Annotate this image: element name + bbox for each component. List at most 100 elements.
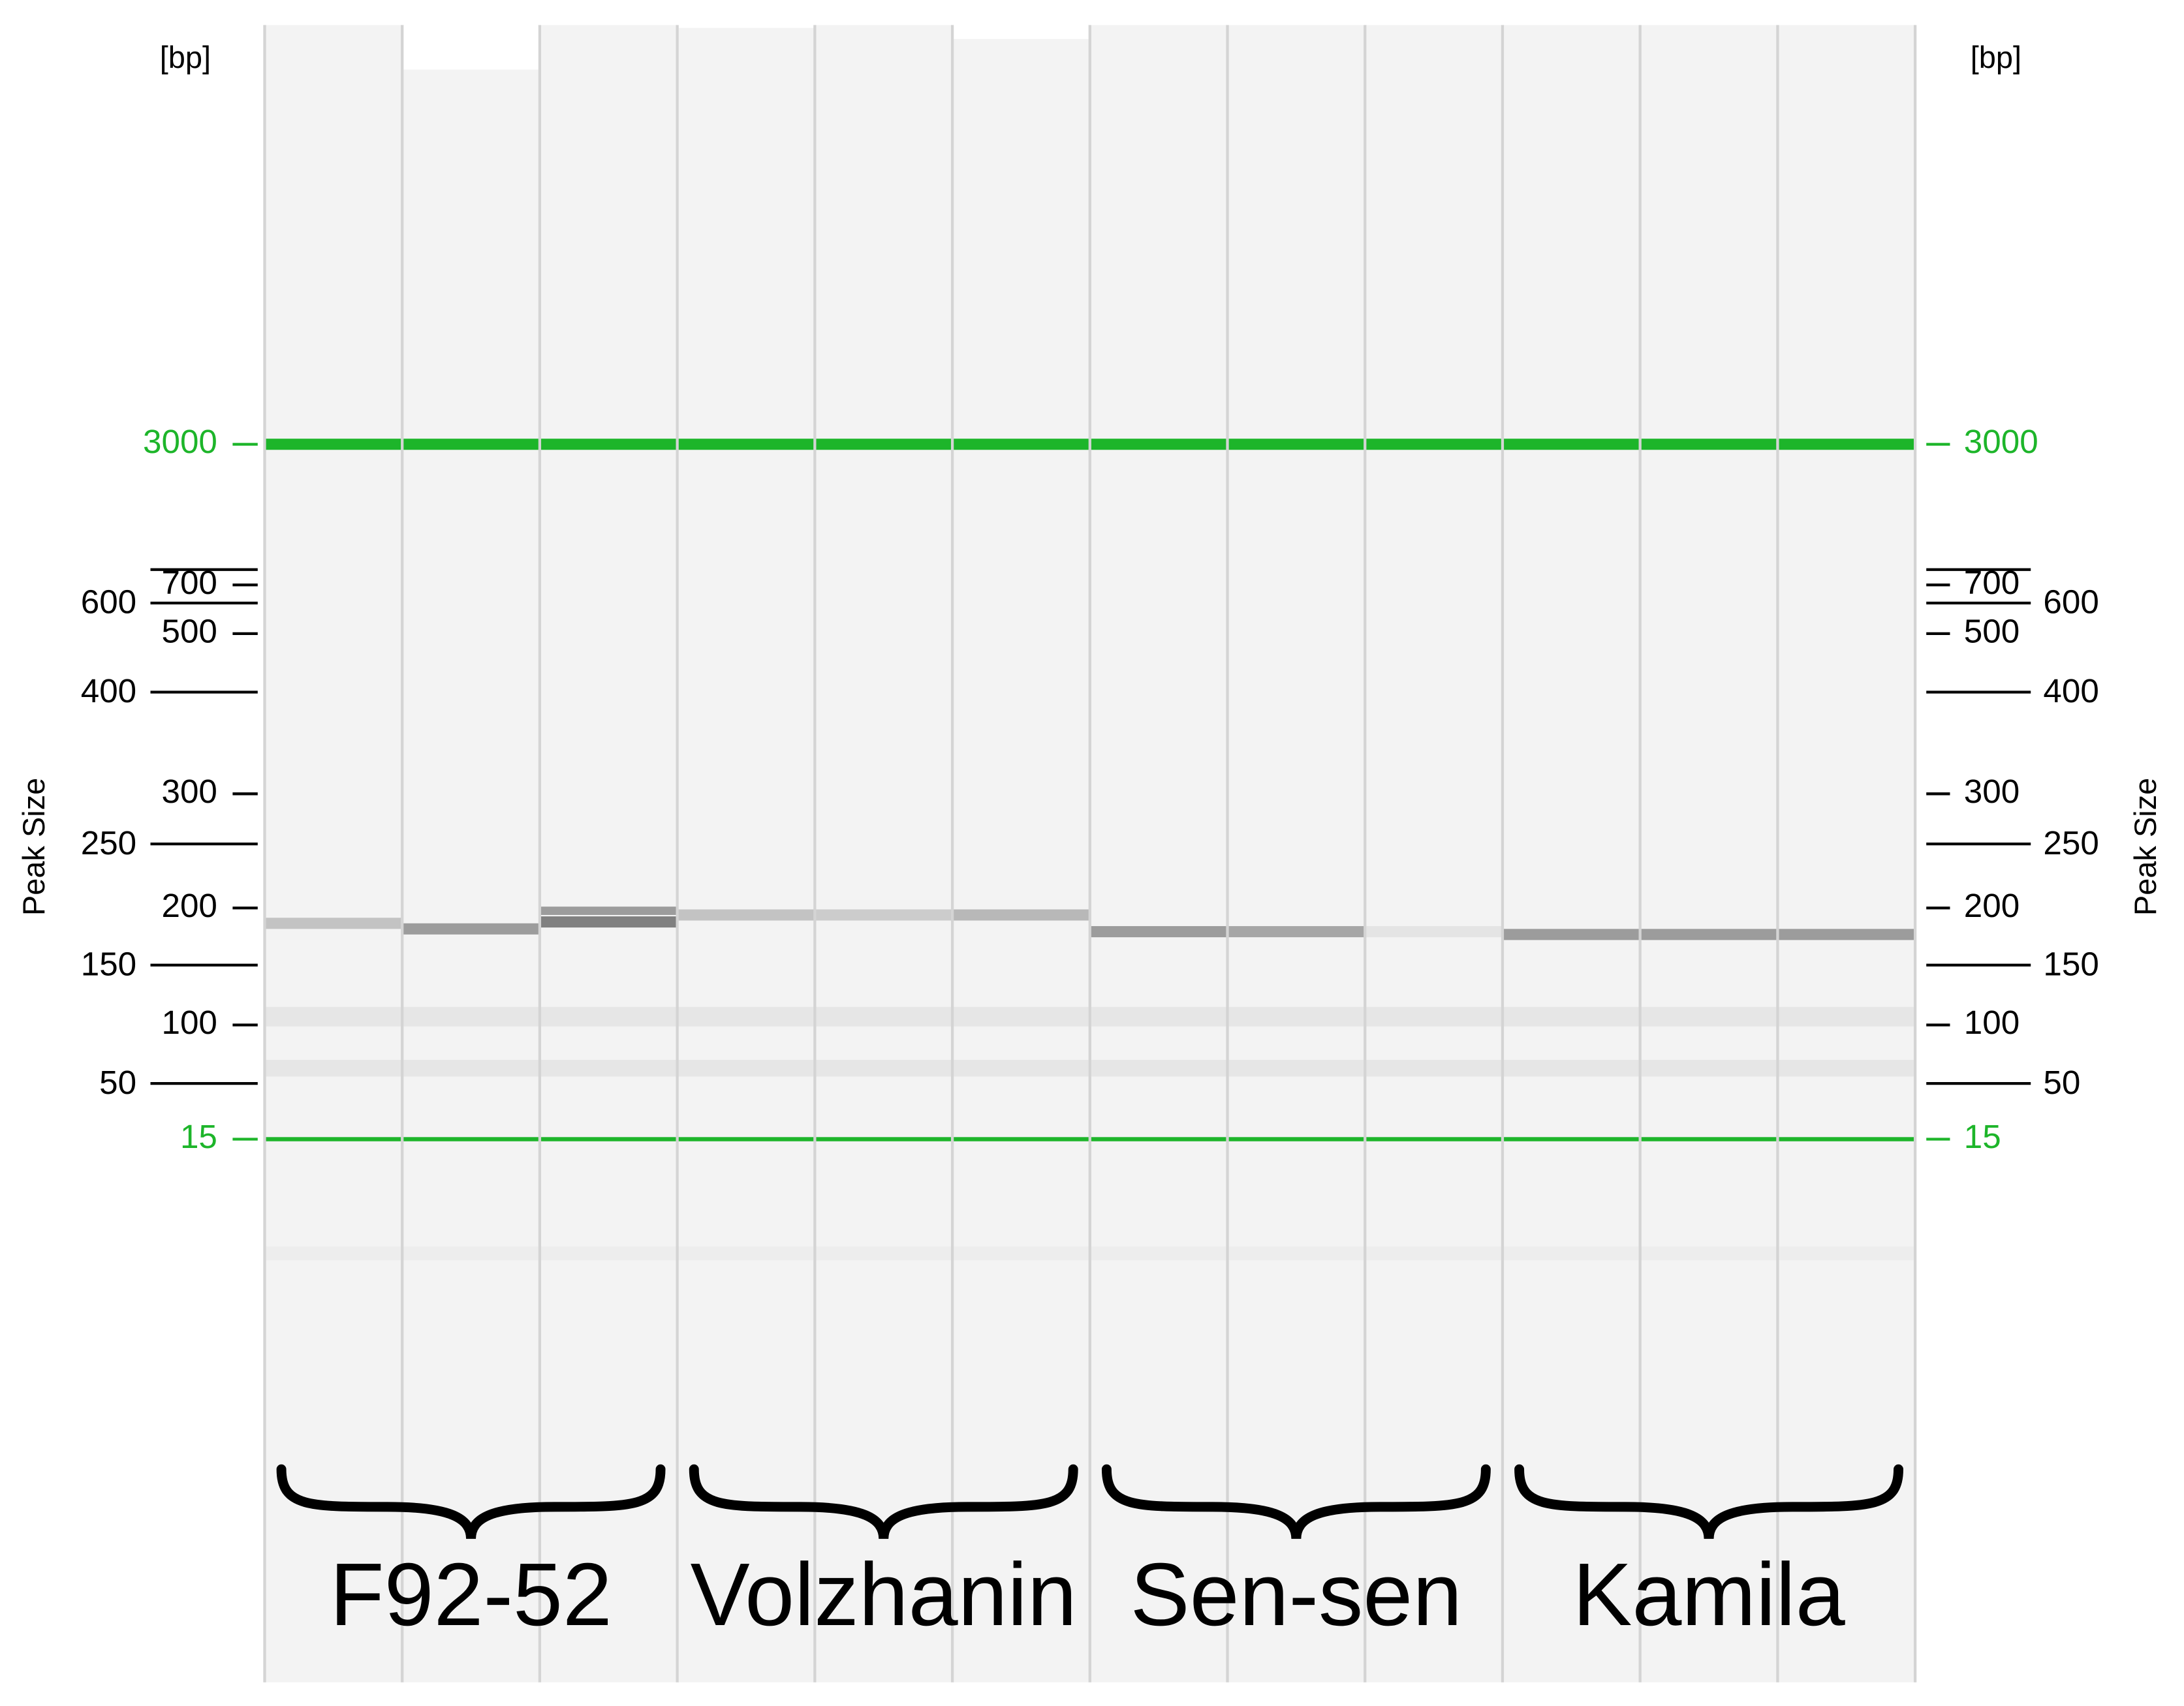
lane xyxy=(539,25,678,1683)
ladder-label-right: 300 xyxy=(1964,773,2020,810)
smear xyxy=(1228,1247,1365,1260)
ladder-label-right: 3000 xyxy=(1964,423,2038,460)
group-brace xyxy=(689,1464,1078,1540)
group-brace xyxy=(1514,1464,1903,1540)
lower-marker-band xyxy=(264,1137,403,1141)
upper-marker-band xyxy=(539,439,678,450)
smear xyxy=(815,1059,953,1077)
smear xyxy=(539,1059,678,1077)
ladder-label-right: 200 xyxy=(1964,887,2020,924)
smear xyxy=(1640,1059,1778,1077)
smear xyxy=(1777,1059,1916,1077)
smear xyxy=(1777,1006,1916,1027)
smear xyxy=(1089,1006,1228,1027)
group-label: F92-52 xyxy=(330,1544,612,1644)
lane xyxy=(815,25,953,1683)
group-label: Sen-sen xyxy=(1131,1544,1463,1644)
band xyxy=(952,909,1090,921)
lane xyxy=(264,25,403,1683)
smear xyxy=(1502,1059,1640,1077)
smear xyxy=(952,1247,1090,1260)
smear xyxy=(815,1006,953,1027)
smear xyxy=(1640,1006,1778,1027)
lane xyxy=(952,39,1090,1683)
lane xyxy=(1640,25,1778,1683)
band xyxy=(1640,929,1778,940)
smear xyxy=(539,1006,678,1027)
smear xyxy=(540,1247,678,1260)
ladder-label-left: 15 xyxy=(180,1118,217,1155)
axis-title-right: Peak Size xyxy=(2129,778,2162,916)
lane xyxy=(677,27,815,1683)
group-brace xyxy=(276,1464,666,1540)
group-brace xyxy=(1101,1464,1491,1540)
ladder-label-left: 150 xyxy=(81,945,136,982)
smear xyxy=(678,1247,815,1260)
band xyxy=(539,907,678,915)
ladder-label-right: 600 xyxy=(2043,583,2098,621)
ladder-label-right: 250 xyxy=(2043,824,2098,861)
band xyxy=(402,923,540,935)
smear xyxy=(1365,1059,1503,1077)
upper-marker-band xyxy=(677,439,815,450)
ladder-label-left: 600 xyxy=(81,583,136,621)
band xyxy=(1089,926,1228,938)
band xyxy=(1227,926,1365,938)
ladder-label-left: 400 xyxy=(81,672,136,709)
upper-marker-band xyxy=(1227,439,1365,450)
unit-label-left: [bp] xyxy=(160,40,211,74)
band xyxy=(815,909,953,921)
band xyxy=(1777,929,1916,940)
ladder-label-right: 100 xyxy=(1964,1004,2020,1041)
ladder-label-left: 250 xyxy=(81,824,136,861)
lane xyxy=(1227,25,1365,1683)
lane xyxy=(1777,25,1916,1683)
smear xyxy=(264,1247,402,1260)
smear xyxy=(1227,1059,1365,1077)
band xyxy=(539,916,678,928)
ladder-label-right: 150 xyxy=(2043,945,2098,982)
ladder-label-right: 700 xyxy=(1964,564,2020,601)
lower-marker-band xyxy=(677,1137,815,1141)
group-label: Volzhanin xyxy=(691,1544,1077,1644)
lower-marker-band xyxy=(539,1137,678,1141)
lane xyxy=(1089,25,1228,1683)
smear xyxy=(1227,1006,1365,1027)
upper-marker-band xyxy=(1777,439,1916,450)
smear xyxy=(952,1059,1090,1077)
smear xyxy=(402,1006,540,1027)
group-label: Kamila xyxy=(1572,1544,1845,1644)
smear xyxy=(1090,1247,1228,1260)
ladder-label-right: 500 xyxy=(1964,612,2020,649)
lower-marker-band xyxy=(952,1137,1090,1141)
smear xyxy=(264,1059,403,1077)
smear xyxy=(1777,1247,1915,1260)
band xyxy=(1365,926,1503,938)
lower-marker-band xyxy=(1089,1137,1228,1141)
lower-marker-band xyxy=(1365,1137,1503,1141)
smear xyxy=(952,1006,1090,1027)
lower-marker-band xyxy=(402,1137,540,1141)
ladder-label-right: 50 xyxy=(2043,1064,2080,1101)
smear xyxy=(1365,1006,1503,1027)
ladder-label-right: 400 xyxy=(2043,672,2098,709)
lower-marker-band xyxy=(1502,1137,1640,1141)
lane xyxy=(1502,25,1640,1683)
upper-marker-band xyxy=(402,439,540,450)
smear xyxy=(1365,1247,1503,1260)
smear xyxy=(402,1247,540,1260)
ladder-label-left: 100 xyxy=(161,1004,217,1041)
ladder-label-left: 50 xyxy=(99,1064,136,1101)
ladder-label-left: 200 xyxy=(161,887,217,924)
lane xyxy=(402,69,540,1683)
lower-marker-band xyxy=(815,1137,953,1141)
upper-marker-band xyxy=(1365,439,1503,450)
lower-marker-band xyxy=(1777,1137,1916,1141)
upper-marker-band xyxy=(1089,439,1228,450)
smear xyxy=(264,1006,403,1027)
ladder-label-left: 700 xyxy=(161,564,217,601)
smear xyxy=(677,1006,815,1027)
unit-label-right: [bp] xyxy=(1971,40,2021,74)
